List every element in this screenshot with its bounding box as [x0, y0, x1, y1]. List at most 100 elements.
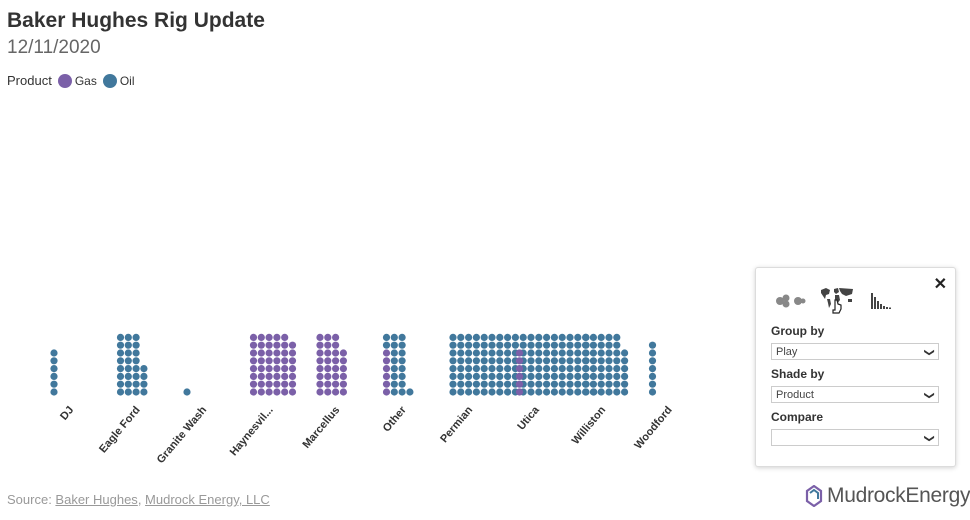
dot-oil-7[interactable] — [589, 349, 598, 357]
dot-oil-7[interactable] — [472, 341, 480, 349]
source-link-baker-hughes[interactable]: Baker Hughes — [55, 492, 138, 507]
dot-oil-7[interactable] — [472, 357, 480, 365]
dot-gas-4[interactable] — [273, 372, 281, 380]
dot-oil-6[interactable] — [390, 380, 398, 388]
legend-item-gas[interactable]: Gas — [57, 73, 97, 88]
dot-oil-2[interactable] — [124, 333, 132, 341]
dot-oil-10[interactable] — [648, 388, 657, 396]
dot-oil-2[interactable] — [132, 341, 140, 349]
dot-oil-7[interactable] — [605, 333, 613, 341]
dot-oil-2[interactable] — [116, 372, 125, 380]
dot-oil-7[interactable] — [449, 380, 457, 388]
dot-gas-4[interactable] — [257, 333, 265, 341]
dot-oil-9[interactable] — [582, 365, 590, 373]
dot-oil-2[interactable] — [140, 380, 148, 388]
dot-gas-8[interactable] — [515, 365, 524, 373]
dot-oil-7[interactable] — [550, 357, 559, 365]
dot-oil-7[interactable] — [543, 388, 551, 396]
dot-oil-7[interactable] — [465, 341, 473, 349]
dot-oil-7[interactable] — [488, 357, 496, 365]
dot-oil-7[interactable] — [613, 380, 621, 388]
dot-gas-4[interactable] — [249, 365, 258, 373]
source-link-mudrock[interactable]: Mudrock Energy, LLC — [145, 492, 270, 507]
dot-gas-8[interactable] — [515, 380, 524, 388]
dot-oil-7[interactable] — [566, 341, 574, 349]
dot-oil-7[interactable] — [589, 365, 598, 373]
bubbles-view-icon[interactable] — [774, 292, 806, 315]
dot-oil-6[interactable] — [390, 349, 398, 357]
dot-gas-4[interactable] — [281, 365, 289, 373]
dot-oil-7[interactable] — [621, 372, 629, 380]
dot-gas-5[interactable] — [324, 341, 332, 349]
dot-oil-2[interactable] — [132, 349, 140, 357]
dot-oil-7[interactable] — [519, 341, 527, 349]
dot-oil-2[interactable] — [116, 341, 125, 349]
dot-oil-7[interactable] — [519, 333, 527, 341]
dot-gas-4[interactable] — [265, 341, 273, 349]
dot-gas-6[interactable] — [382, 380, 391, 388]
dot-gas-4[interactable] — [257, 349, 265, 357]
dot-oil-7[interactable] — [504, 349, 512, 357]
dot-oil-7[interactable] — [589, 357, 598, 365]
dot-oil-9[interactable] — [590, 388, 598, 396]
dot-oil-7[interactable] — [449, 388, 457, 396]
dot-oil-7[interactable] — [504, 380, 512, 388]
dot-oil-7[interactable] — [574, 333, 582, 341]
dot-oil-7[interactable] — [566, 388, 574, 396]
dot-oil-7[interactable] — [613, 357, 621, 365]
dot-gas-4[interactable] — [288, 372, 297, 380]
dot-gas-4[interactable] — [257, 388, 265, 396]
map-view-icon[interactable] — [820, 286, 856, 321]
dot-gas-4[interactable] — [265, 357, 273, 365]
dot-gas-4[interactable] — [281, 388, 289, 396]
dot-gas-4[interactable] — [265, 349, 273, 357]
dot-gas-8[interactable] — [515, 372, 524, 380]
dot-oil-7[interactable] — [465, 365, 473, 373]
dot-oil-2[interactable] — [124, 380, 132, 388]
dot-oil-7[interactable] — [543, 349, 551, 357]
dot-oil-2[interactable] — [124, 357, 132, 365]
dot-oil-7[interactable] — [597, 349, 605, 357]
dot-oil-1[interactable] — [50, 357, 58, 365]
dot-oil-9[interactable] — [582, 349, 590, 357]
dot-oil-7[interactable] — [605, 357, 613, 365]
dot-oil-7[interactable] — [550, 372, 559, 380]
dot-oil-7[interactable] — [589, 341, 598, 349]
dot-oil-7[interactable] — [504, 372, 512, 380]
dot-oil-7[interactable] — [488, 380, 496, 388]
dot-oil-10[interactable] — [648, 357, 657, 365]
dot-gas-5[interactable] — [316, 388, 324, 396]
dot-gas-5[interactable] — [324, 372, 332, 380]
dot-gas-4[interactable] — [273, 388, 281, 396]
dot-gas-6[interactable] — [382, 349, 391, 357]
dot-oil-7[interactable] — [613, 372, 621, 380]
dot-oil-7[interactable] — [605, 349, 613, 357]
dot-gas-4[interactable] — [249, 380, 258, 388]
dot-oil-7[interactable] — [550, 333, 559, 341]
dot-oil-10[interactable] — [648, 372, 657, 380]
dot-oil-6[interactable] — [398, 365, 406, 373]
dot-gas-5[interactable] — [316, 380, 324, 388]
dot-oil-2[interactable] — [124, 388, 132, 396]
dot-gas-4[interactable] — [249, 333, 258, 341]
dot-oil-7[interactable] — [543, 357, 551, 365]
dot-oil-2[interactable] — [140, 372, 148, 380]
dot-oil-2[interactable] — [116, 365, 125, 373]
dot-oil-7[interactable] — [527, 372, 535, 380]
dot-oil-10[interactable] — [648, 380, 657, 388]
dot-oil-9[interactable] — [582, 372, 590, 380]
dot-oil-9[interactable] — [582, 357, 590, 365]
dot-oil-6[interactable] — [398, 333, 406, 341]
dot-oil-6[interactable] — [390, 357, 398, 365]
dot-oil-7[interactable] — [449, 341, 457, 349]
dot-oil-9[interactable] — [582, 333, 590, 341]
dot-oil-7[interactable] — [449, 349, 457, 357]
dot-oil-9[interactable] — [582, 380, 590, 388]
dot-oil-2[interactable] — [116, 380, 125, 388]
dot-oil-7[interactable] — [472, 333, 480, 341]
dot-oil-7[interactable] — [558, 349, 566, 357]
dot-gas-5[interactable] — [316, 333, 324, 341]
dot-oil-7[interactable] — [465, 357, 473, 365]
dot-gas-5[interactable] — [316, 357, 324, 365]
dot-oil-7[interactable] — [465, 333, 473, 341]
